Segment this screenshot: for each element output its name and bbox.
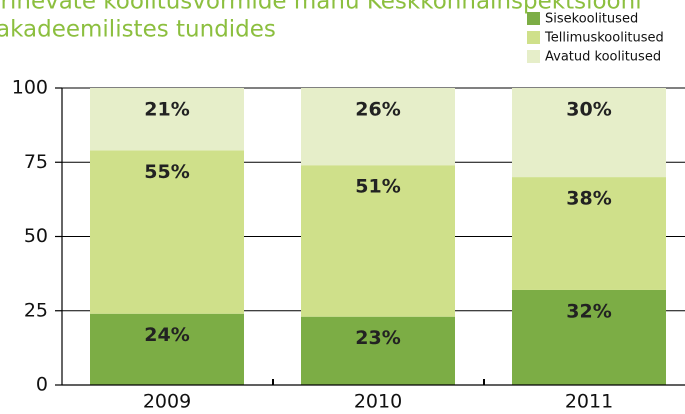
value-label: 55% — [144, 161, 189, 183]
y-tick-label: 50 — [24, 225, 48, 247]
y-tick-label: 100 — [12, 77, 48, 99]
bar-segment — [301, 165, 455, 317]
x-tick-label: 2010 — [354, 391, 402, 413]
value-label: 51% — [355, 176, 400, 198]
legend-label: Tellimuskoolitused — [544, 31, 664, 46]
bar-segment — [90, 88, 244, 151]
chart-title: Erinevate koolitusvormide mahu Keskkonna… — [0, 0, 642, 15]
bar-segment — [512, 289, 666, 385]
bar-segment — [301, 88, 455, 166]
y-tick-label: 25 — [24, 299, 48, 321]
chart-title: akadeemilistes tundides — [0, 17, 276, 43]
legend-swatch — [527, 31, 540, 44]
bar-segment — [301, 316, 455, 385]
value-label: 21% — [144, 99, 189, 121]
legend-swatch — [527, 12, 540, 25]
value-label: 30% — [566, 99, 611, 121]
x-tick-label: 2009 — [143, 391, 191, 413]
value-label: 32% — [566, 300, 611, 322]
y-tick-label: 0 — [36, 374, 48, 396]
legend-swatch — [527, 50, 540, 63]
legend-label: Sisekoolitused — [545, 12, 638, 27]
legend-label: Avatud koolitused — [545, 50, 661, 65]
value-label: 23% — [355, 327, 400, 349]
x-tick-label: 2011 — [565, 391, 613, 413]
y-tick-label: 75 — [24, 151, 48, 173]
bar-segment — [512, 177, 666, 290]
bar-segment — [90, 313, 244, 385]
value-label: 26% — [355, 99, 400, 121]
bar-segment — [90, 150, 244, 314]
bar-segment — [512, 88, 666, 178]
value-label: 38% — [566, 188, 611, 210]
value-label: 24% — [144, 324, 189, 346]
